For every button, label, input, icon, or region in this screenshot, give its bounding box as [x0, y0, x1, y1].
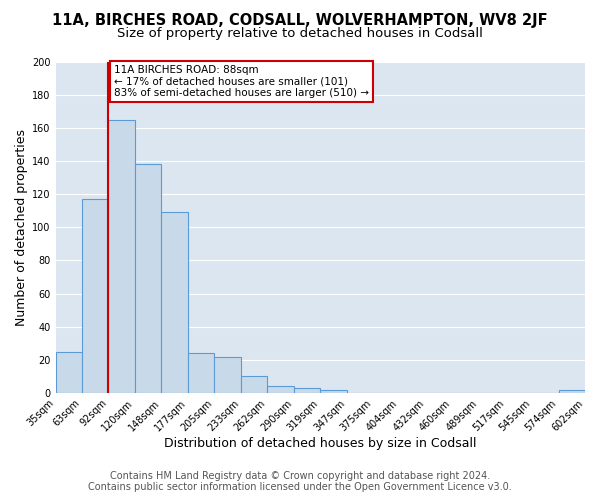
Bar: [188, 354, 214, 393]
Bar: [294, 388, 320, 393]
Bar: [559, 390, 585, 393]
Bar: [241, 376, 268, 393]
Text: Contains HM Land Registry data © Crown copyright and database right 2024.
Contai: Contains HM Land Registry data © Crown c…: [88, 471, 512, 492]
Y-axis label: Number of detached properties: Number of detached properties: [15, 129, 28, 326]
Text: 11A, BIRCHES ROAD, CODSALL, WOLVERHAMPTON, WV8 2JF: 11A, BIRCHES ROAD, CODSALL, WOLVERHAMPTO…: [52, 12, 548, 28]
Text: 11A BIRCHES ROAD: 88sqm
← 17% of detached houses are smaller (101)
83% of semi-d: 11A BIRCHES ROAD: 88sqm ← 17% of detache…: [114, 65, 369, 98]
Bar: [214, 356, 241, 393]
Bar: [82, 199, 109, 393]
Bar: [56, 352, 82, 393]
X-axis label: Distribution of detached houses by size in Codsall: Distribution of detached houses by size …: [164, 437, 476, 450]
Bar: [135, 164, 161, 393]
Bar: [268, 386, 294, 393]
Text: Size of property relative to detached houses in Codsall: Size of property relative to detached ho…: [117, 28, 483, 40]
Bar: [161, 212, 188, 393]
Bar: [109, 120, 135, 393]
Bar: [320, 390, 347, 393]
